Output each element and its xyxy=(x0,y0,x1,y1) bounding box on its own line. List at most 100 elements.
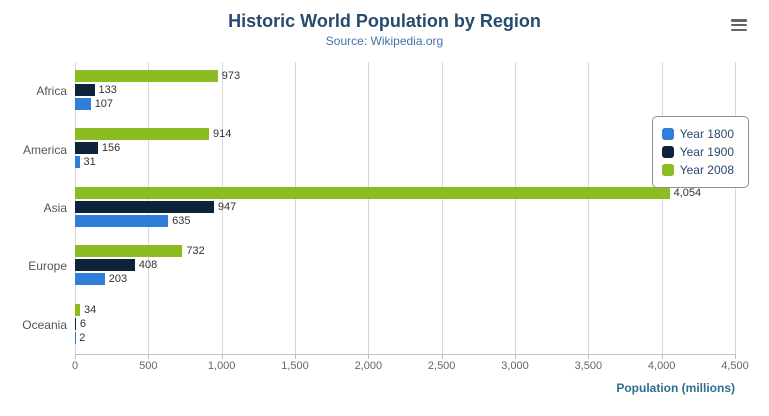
bar-value-label: 203 xyxy=(108,273,128,286)
bar-value-label: 156 xyxy=(101,142,121,155)
bar-value-label: 34 xyxy=(83,303,97,316)
bar-line: 947 xyxy=(75,200,735,213)
category-label: Asia xyxy=(43,200,67,215)
axis-tick xyxy=(588,354,590,359)
legend-swatch-icon xyxy=(661,128,674,140)
axis-tick xyxy=(515,354,516,359)
bar-line: 635 xyxy=(75,214,735,227)
bar-value-label: 4,054 xyxy=(673,186,702,199)
bar-value-label: 947 xyxy=(217,200,237,213)
x-tick-label: 2,500 xyxy=(427,360,456,372)
x-tick-label: 3,500 xyxy=(574,360,603,372)
bar-line: 973 xyxy=(75,70,735,82)
hamburger-bar xyxy=(731,28,747,31)
plot-area: 973 133 107 914 156 31 4,054 947 635 732 408 203 34 6… xyxy=(75,62,736,359)
bar[interactable] xyxy=(75,259,135,272)
bar-line: 203 xyxy=(75,273,735,286)
bar-line: 914 xyxy=(75,128,735,141)
bar[interactable] xyxy=(75,303,80,316)
legend-item[interactable]: Year 1800 xyxy=(661,127,734,141)
category-axis-labels: Africa America Asia Europe Oceania xyxy=(0,62,67,354)
gridline xyxy=(588,62,590,354)
legend-swatch-icon xyxy=(661,164,674,176)
category-label: Africa xyxy=(36,84,67,99)
gridline xyxy=(661,62,663,354)
bar-value-label: 6 xyxy=(79,317,86,330)
legend-item[interactable]: Year 2008 xyxy=(661,163,734,177)
bar-line: 732 xyxy=(75,245,735,258)
axis-tick xyxy=(221,354,223,359)
legend-label: Year 2008 xyxy=(679,163,734,177)
x-axis-tick-labels: 0 500 1,000 1,500 2,000 2,500 3,000 3,500 4,000 4… xyxy=(71,360,749,374)
gridline xyxy=(221,62,223,354)
hamburger-bar xyxy=(731,19,747,22)
bar-line: 34 xyxy=(75,303,735,316)
bar-group: 914 156 31 xyxy=(75,120,735,178)
axis-tick xyxy=(661,354,663,359)
x-tick-label: 4,000 xyxy=(647,360,676,372)
bar-line: 107 xyxy=(75,98,735,110)
bar-value-label: 732 xyxy=(186,245,205,258)
gridline xyxy=(735,62,736,354)
axis-tick xyxy=(75,354,76,359)
bar-value-label: 408 xyxy=(138,259,158,272)
bar-value-label: 133 xyxy=(98,84,117,96)
gridline xyxy=(295,62,296,354)
bar[interactable] xyxy=(75,98,91,110)
gridline xyxy=(368,62,370,354)
bar-value-label: 914 xyxy=(213,128,232,141)
chart-subtitle: Source: Wikipedia.org xyxy=(325,34,444,48)
gridline xyxy=(441,62,443,354)
hamburger-bar xyxy=(731,23,747,27)
bar[interactable] xyxy=(75,84,95,96)
axis-tick xyxy=(295,354,296,359)
category-label: Oceania xyxy=(22,317,67,332)
bar-value-label: 2 xyxy=(79,331,86,344)
bar[interactable] xyxy=(75,245,183,258)
bar[interactable] xyxy=(75,128,210,141)
legend-item[interactable]: Year 1900 xyxy=(661,145,734,159)
x-tick-label: 3,000 xyxy=(501,360,529,372)
bar[interactable] xyxy=(75,70,218,82)
bar-group: 34 6 2 xyxy=(75,296,735,354)
legend-label: Year 1900 xyxy=(679,145,734,159)
bar-line: 2 xyxy=(75,331,735,344)
bar-value-label: 107 xyxy=(94,98,114,110)
x-axis-title: Population (millions) xyxy=(616,381,735,395)
legend: Year 1800 Year 1900 Year 2008 xyxy=(651,116,749,188)
bar-value-label: 635 xyxy=(172,214,191,227)
category-label: America xyxy=(22,142,67,157)
bar-line: 408 xyxy=(75,259,735,272)
axis-tick xyxy=(368,354,370,359)
bar[interactable] xyxy=(75,186,670,199)
x-tick-label: 500 xyxy=(139,360,158,372)
hamburger-menu-icon[interactable] xyxy=(731,19,747,31)
bar-value-label: 973 xyxy=(221,70,241,82)
x-tick-label: 1,000 xyxy=(207,360,236,372)
bar-group: 4,054 947 635 xyxy=(75,179,735,237)
gridline xyxy=(515,62,516,354)
bar-group: 732 408 203 xyxy=(75,237,735,295)
bar[interactable] xyxy=(75,273,105,286)
axis-tick xyxy=(735,354,736,359)
x-tick-label: 1,500 xyxy=(281,360,309,372)
bar[interactable] xyxy=(75,317,76,330)
bar-line: 133 xyxy=(75,84,735,96)
legend-swatch-icon xyxy=(661,146,674,158)
bar-line: 6 xyxy=(75,317,735,330)
bar[interactable] xyxy=(75,200,214,213)
x-tick-label: 4,500 xyxy=(721,360,749,372)
bar[interactable] xyxy=(75,156,80,169)
bar-group: 973 133 107 xyxy=(75,62,735,120)
bar[interactable] xyxy=(75,214,169,227)
bar-line: 31 xyxy=(75,156,735,169)
axis-tick xyxy=(148,354,150,359)
bar-line: 4,054 xyxy=(75,186,735,199)
category-label: Europe xyxy=(28,259,67,274)
bar-value-label: 31 xyxy=(83,156,96,169)
bar[interactable] xyxy=(75,142,98,155)
legend-label: Year 1800 xyxy=(679,127,734,141)
bar-line: 156 xyxy=(75,142,735,155)
x-tick-label: 0 xyxy=(71,360,79,372)
